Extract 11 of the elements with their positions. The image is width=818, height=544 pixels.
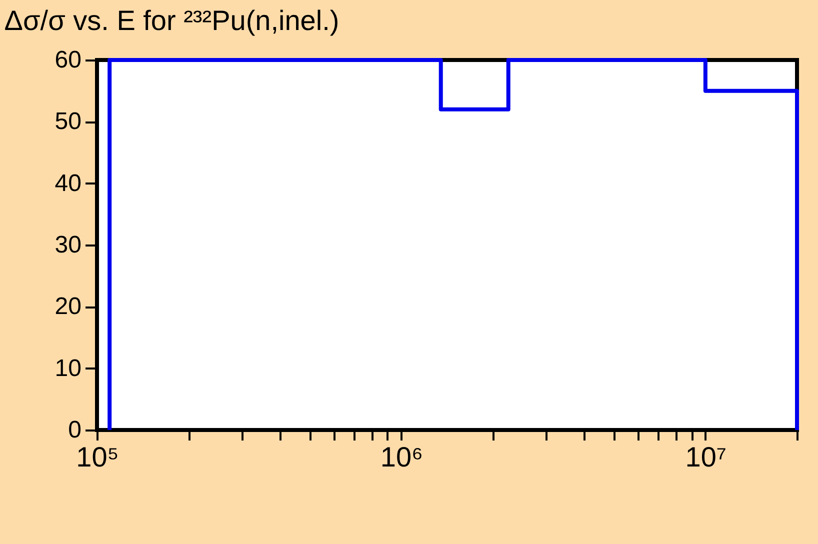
y-tick-label: 30 (54, 232, 82, 258)
x-tick-label: 10⁷ (685, 442, 727, 472)
y-tick-label: 40 (54, 170, 82, 197)
y-tick-label: 20 (54, 293, 82, 320)
chart-title: Δσ/σ vs. E for ²³²Pu(n,inel.) (4, 5, 340, 36)
y-tick-label: 60 (54, 46, 82, 74)
y-tick-label: 0 (68, 416, 82, 444)
y-tick-label: 50 (54, 108, 82, 136)
y-tick-label: 10 (54, 354, 82, 382)
x-tick-label: 10⁶ (380, 442, 424, 472)
x-tick-label: 10⁵ (76, 442, 119, 472)
